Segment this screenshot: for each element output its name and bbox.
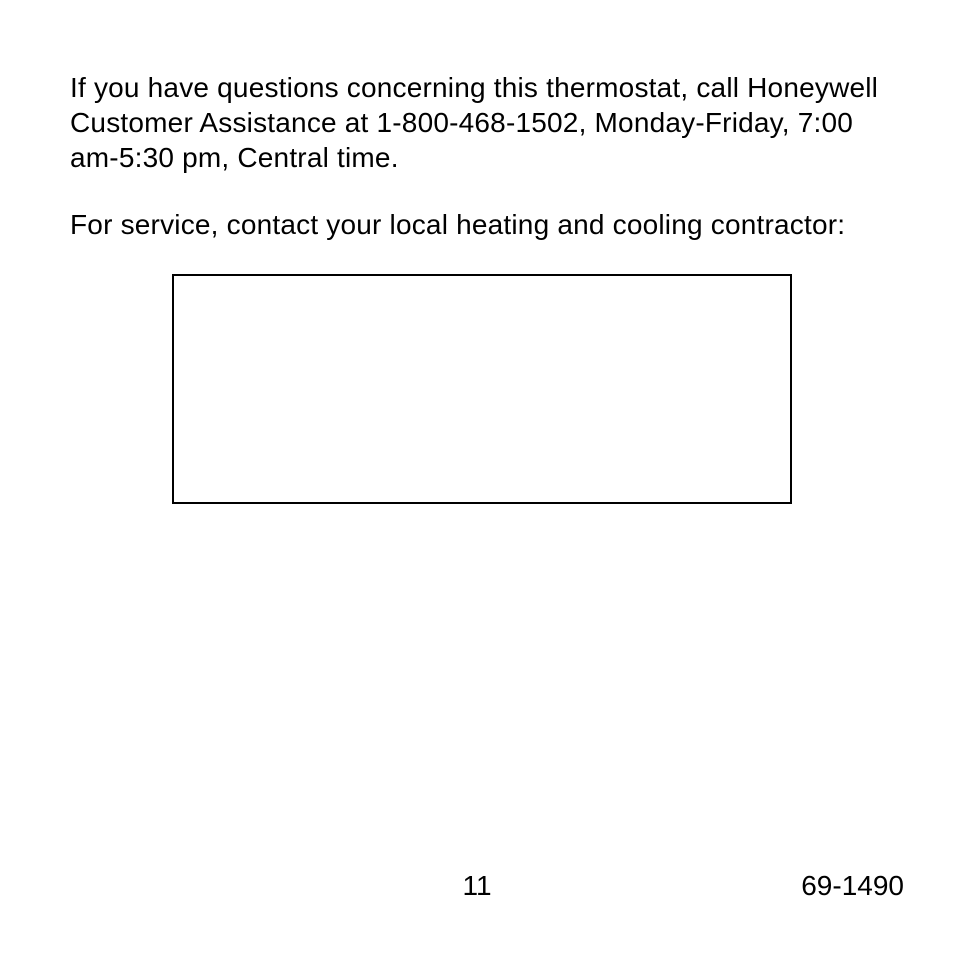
document-page: If you have questions concerning this th…: [0, 0, 954, 954]
page-footer: 11 69-1490: [0, 870, 954, 906]
service-paragraph: For service, contact your local heating …: [70, 207, 894, 242]
contractor-info-box: [172, 274, 792, 504]
document-number: 69-1490: [801, 870, 904, 902]
questions-paragraph: If you have questions concerning this th…: [70, 70, 894, 175]
